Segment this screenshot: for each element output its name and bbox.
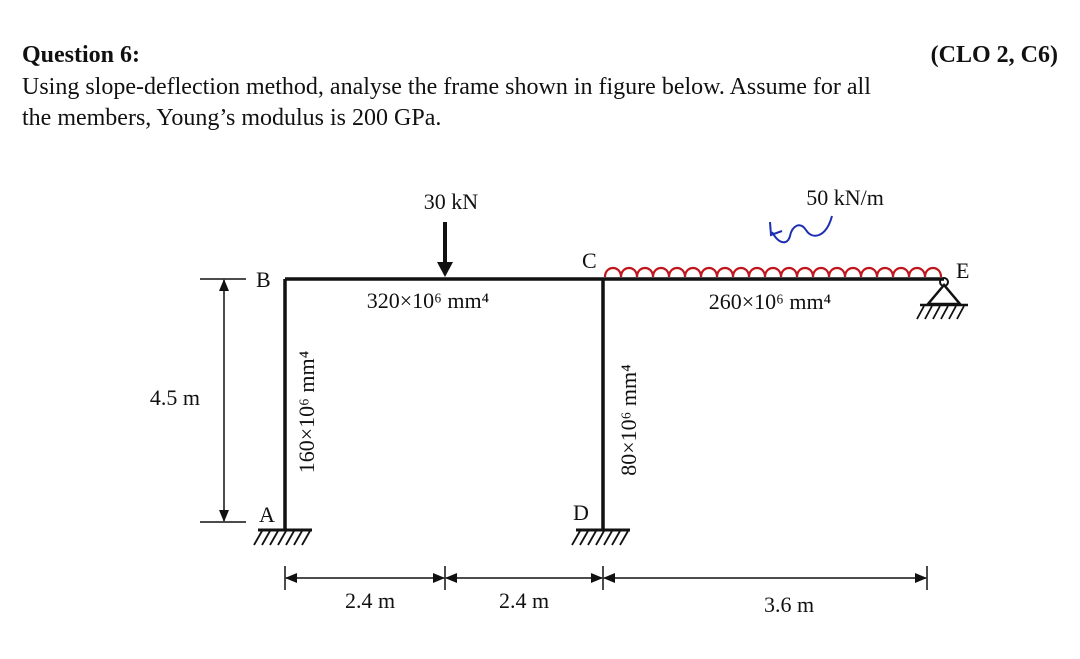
span1-label: 2.4 m <box>345 588 395 613</box>
frame-members <box>283 277 944 530</box>
udl-indicator-arrow <box>769 215 833 244</box>
udl-label: 50 kN/m <box>806 185 884 210</box>
pin-support-e <box>916 277 968 320</box>
member-bc-inertia: 320×10⁶ mm⁴ <box>367 288 490 313</box>
fixed-support-a <box>253 528 312 546</box>
height-label: 4.5 m <box>150 385 200 410</box>
question-title: Question 6: <box>22 42 141 68</box>
member-cd-inertia: 80×10⁶ mm⁴ <box>616 364 641 476</box>
node-a-label: A <box>259 502 275 527</box>
udl-loops <box>603 266 943 278</box>
member-ab-inertia: 160×10⁶ mm⁴ <box>294 350 319 473</box>
question-line-1: Using slope-deflection method, analyse t… <box>22 74 871 100</box>
node-d-label: D <box>573 500 589 525</box>
question-text: Using slope-deflection method, analyse t… <box>22 72 1062 134</box>
point-load-label: 30 kN <box>424 189 479 214</box>
span2-label: 2.4 m <box>499 588 549 613</box>
height-dimension: 4.5 m <box>150 278 246 523</box>
member-ce-inertia: 260×10⁶ mm⁴ <box>709 289 832 314</box>
question-line-2: the members, Young’s modulus is 200 GPa. <box>22 105 442 131</box>
node-b-label: B <box>256 267 271 292</box>
point-load-arrow <box>437 222 453 277</box>
clo-reference: (CLO 2, C6) <box>930 42 1058 68</box>
node-c-label: C <box>582 248 597 273</box>
span3-label: 3.6 m <box>764 592 814 617</box>
question-header: Question 6: (CLO 2, C6) <box>22 42 1058 72</box>
node-e-label: E <box>956 258 969 283</box>
span-dimensions <box>284 566 928 590</box>
fixed-support-d <box>571 528 630 546</box>
